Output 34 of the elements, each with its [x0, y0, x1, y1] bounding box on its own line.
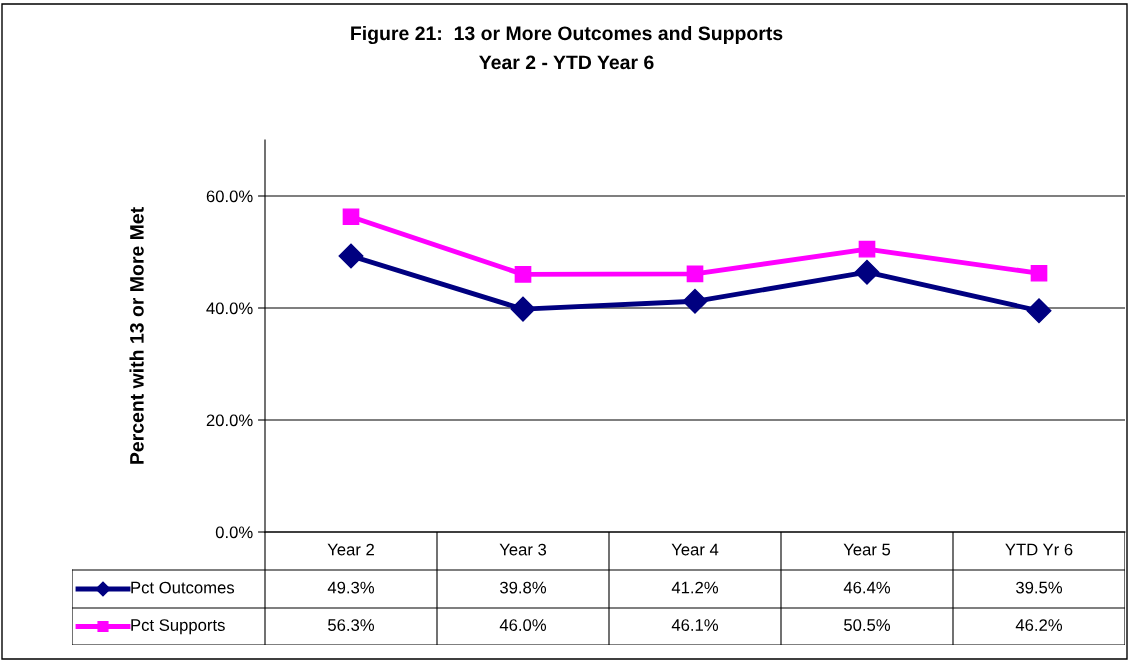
- chart-subtitle: Year 2 - YTD Year 6: [479, 55, 654, 70]
- x-tick-label: Year 3: [499, 543, 547, 556]
- legend-label: Pct Outcomes: [131, 581, 235, 594]
- y-tick-label: 40.0%: [206, 302, 253, 315]
- data-label: 41.2%: [671, 581, 719, 594]
- y-tick-label: 20.0%: [206, 414, 253, 427]
- data-label: 56.3%: [328, 619, 375, 631]
- data-label: 50.5%: [844, 619, 891, 631]
- chart-title: Figure 21: 13 or More Outcomes and Supports: [351, 25, 783, 45]
- y-axis-title: Percent with 13 or More Met: [129, 207, 144, 464]
- data-label: 46.1%: [671, 619, 719, 631]
- point: [686, 265, 704, 283]
- data-label: 39.5%: [1016, 581, 1063, 594]
- x-tick-label: Year 4: [671, 543, 719, 556]
- point: [342, 208, 360, 226]
- data-label: 39.8%: [500, 581, 547, 594]
- y-tick-label: 0.0%: [215, 526, 253, 539]
- point: [682, 288, 708, 314]
- point: [1030, 264, 1048, 282]
- x-tick-label: Year 5: [843, 543, 891, 556]
- point: [858, 240, 876, 258]
- x-tick-label: YTD Yr 6: [1005, 543, 1073, 556]
- data-label: 46.0%: [499, 619, 547, 631]
- point: [514, 266, 532, 283]
- point: [1026, 298, 1052, 324]
- x-tick-label: Year 2: [327, 543, 374, 556]
- point: [510, 296, 536, 322]
- data-label: 46.4%: [843, 581, 891, 594]
- y-tick-label: 60.0%: [206, 190, 253, 203]
- point: [854, 259, 880, 285]
- data-label: 46.2%: [1015, 619, 1063, 631]
- data-label: 49.3%: [327, 581, 375, 594]
- legend-label: Pct Supports: [131, 619, 225, 635]
- point: [338, 243, 364, 269]
